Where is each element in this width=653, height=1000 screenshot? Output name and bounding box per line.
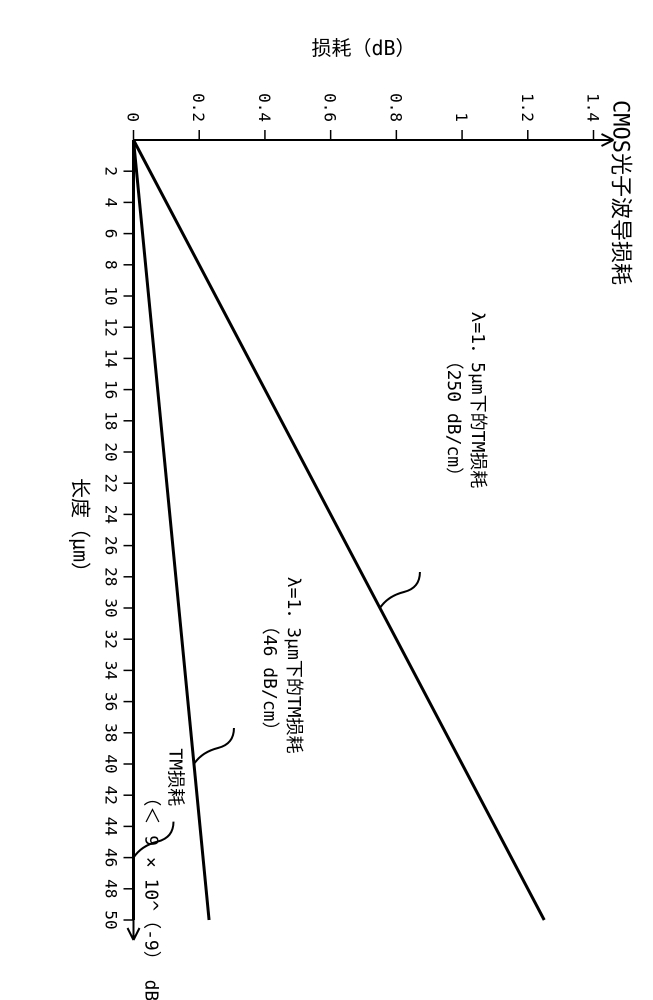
annotation-brace-tm13 xyxy=(193,728,233,764)
x-tick-label: 8 xyxy=(101,260,120,270)
y-tick-label: 0.6 xyxy=(320,93,339,122)
x-tick-label: 12 xyxy=(101,318,120,337)
y-axis-label: 损耗（dB） xyxy=(311,36,415,60)
y-tick-label: 1.4 xyxy=(583,93,602,122)
x-tick-label: 18 xyxy=(101,411,120,430)
cmos-waveguide-loss-chart: CMOS光子波导损耗246810121416182022242628303234… xyxy=(0,0,653,1000)
x-tick-label: 32 xyxy=(101,630,120,649)
x-tick-label: 30 xyxy=(101,598,120,617)
x-tick-label: 38 xyxy=(101,723,120,742)
x-tick-label: 14 xyxy=(101,349,120,368)
annotation-tm15-line1: λ=1．5μm下的TM损耗 xyxy=(466,312,487,489)
annotation-tm13-line1: λ=1．3μm下的TM损耗 xyxy=(282,577,303,754)
x-tick-label: 42 xyxy=(101,786,120,805)
x-tick-label: 6 xyxy=(101,229,120,239)
x-tick-label: 40 xyxy=(101,754,120,773)
x-tick-label: 36 xyxy=(101,692,120,711)
x-tick-label: 44 xyxy=(101,817,120,836)
annotation-tmx-line1: TM损耗 xyxy=(164,748,185,806)
x-tick-label: 46 xyxy=(101,848,120,867)
y-tick-label: 0.2 xyxy=(189,93,208,122)
x-axis-label: 长度（μm） xyxy=(68,478,92,582)
x-tick-label: 28 xyxy=(101,567,120,586)
y-tick-label: 1 xyxy=(452,112,471,122)
chart-title: CMOS光子波导损耗 xyxy=(607,100,632,285)
annotation-tm15-line2: （250 dB/cm） xyxy=(442,352,463,486)
series-tm15 xyxy=(133,140,544,920)
x-tick-label: 20 xyxy=(101,442,120,461)
annotation-tm13-line2: （46 dB/cm） xyxy=(258,617,279,740)
y-tick-label: 0 xyxy=(123,112,142,122)
x-tick-label: 2 xyxy=(101,166,120,176)
y-tick-label: 1.2 xyxy=(517,93,536,122)
annotation-brace-tm15 xyxy=(379,572,419,608)
x-tick-label: 24 xyxy=(101,505,120,524)
x-tick-label: 16 xyxy=(101,380,120,399)
y-tick-label: 0.8 xyxy=(386,93,405,122)
x-tick-label: 22 xyxy=(101,474,120,493)
annotation-tmx-line2: （＜ 9 × 10^（-9） dB/cm xyxy=(140,788,161,1000)
x-tick-label: 50 xyxy=(101,910,120,929)
x-tick-label: 26 xyxy=(101,536,120,555)
x-tick-label: 34 xyxy=(101,661,120,680)
y-tick-label: 0.4 xyxy=(254,93,273,122)
x-tick-label: 4 xyxy=(101,198,120,208)
x-tick-label: 48 xyxy=(101,879,120,898)
x-tick-label: 10 xyxy=(101,286,120,305)
